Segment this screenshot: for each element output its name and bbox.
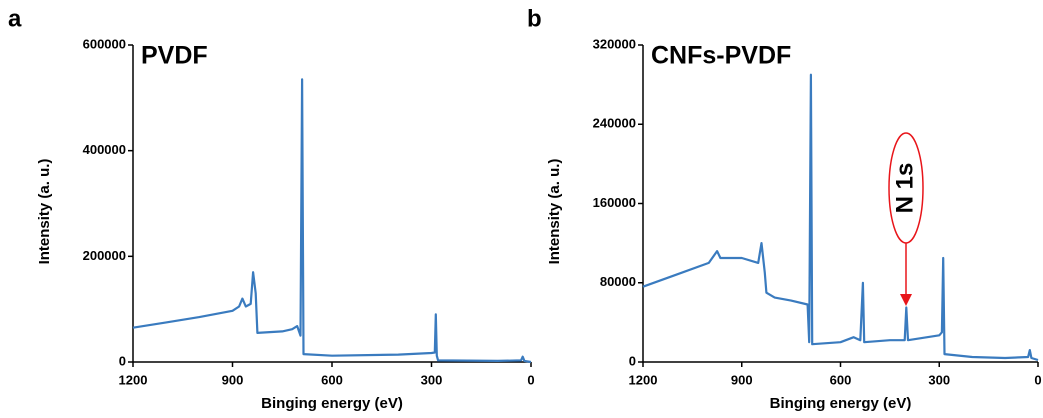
y-tick-label: 400000 (83, 142, 126, 157)
x-tick-label: 1200 (119, 372, 148, 387)
y-tick-label: 200000 (83, 248, 126, 263)
x-tick-label: 600 (321, 372, 343, 387)
x-tick-label: 600 (830, 372, 852, 387)
y-tick-label: 160000 (593, 195, 636, 210)
y-tick-label: 600000 (83, 36, 126, 51)
series-name: PVDF (141, 42, 208, 70)
series-line (132, 78, 532, 364)
y-tick-label: 320000 (593, 36, 636, 51)
panel-label: a (8, 5, 22, 32)
y-tick-label: 240000 (593, 116, 636, 131)
series-line (642, 73, 1039, 362)
x-tick-label: 1200 (629, 372, 658, 387)
x-tick-label: 0 (1034, 372, 1041, 387)
y-tick-label: 0 (629, 353, 636, 368)
y-tick-label: 0 (119, 353, 126, 368)
x-axis-label: Binging energy (eV) (770, 395, 912, 412)
y-axis-label: Intensity (a. u.) (546, 159, 563, 265)
annotation-arrowhead (900, 294, 912, 306)
x-tick-label: 0 (527, 372, 534, 387)
x-tick-label: 900 (731, 372, 753, 387)
y-tick-label: 80000 (600, 274, 636, 289)
annotation-text: N 1s (891, 163, 918, 214)
x-axis-label: Binging energy (eV) (261, 395, 403, 412)
series-name: CNFs-PVDF (651, 42, 791, 70)
x-tick-label: 900 (222, 372, 244, 387)
x-tick-label: 300 (928, 372, 950, 387)
x-tick-label: 300 (421, 372, 443, 387)
y-axis-label: Intensity (a. u.) (36, 159, 53, 265)
panel-label: b (527, 5, 542, 32)
